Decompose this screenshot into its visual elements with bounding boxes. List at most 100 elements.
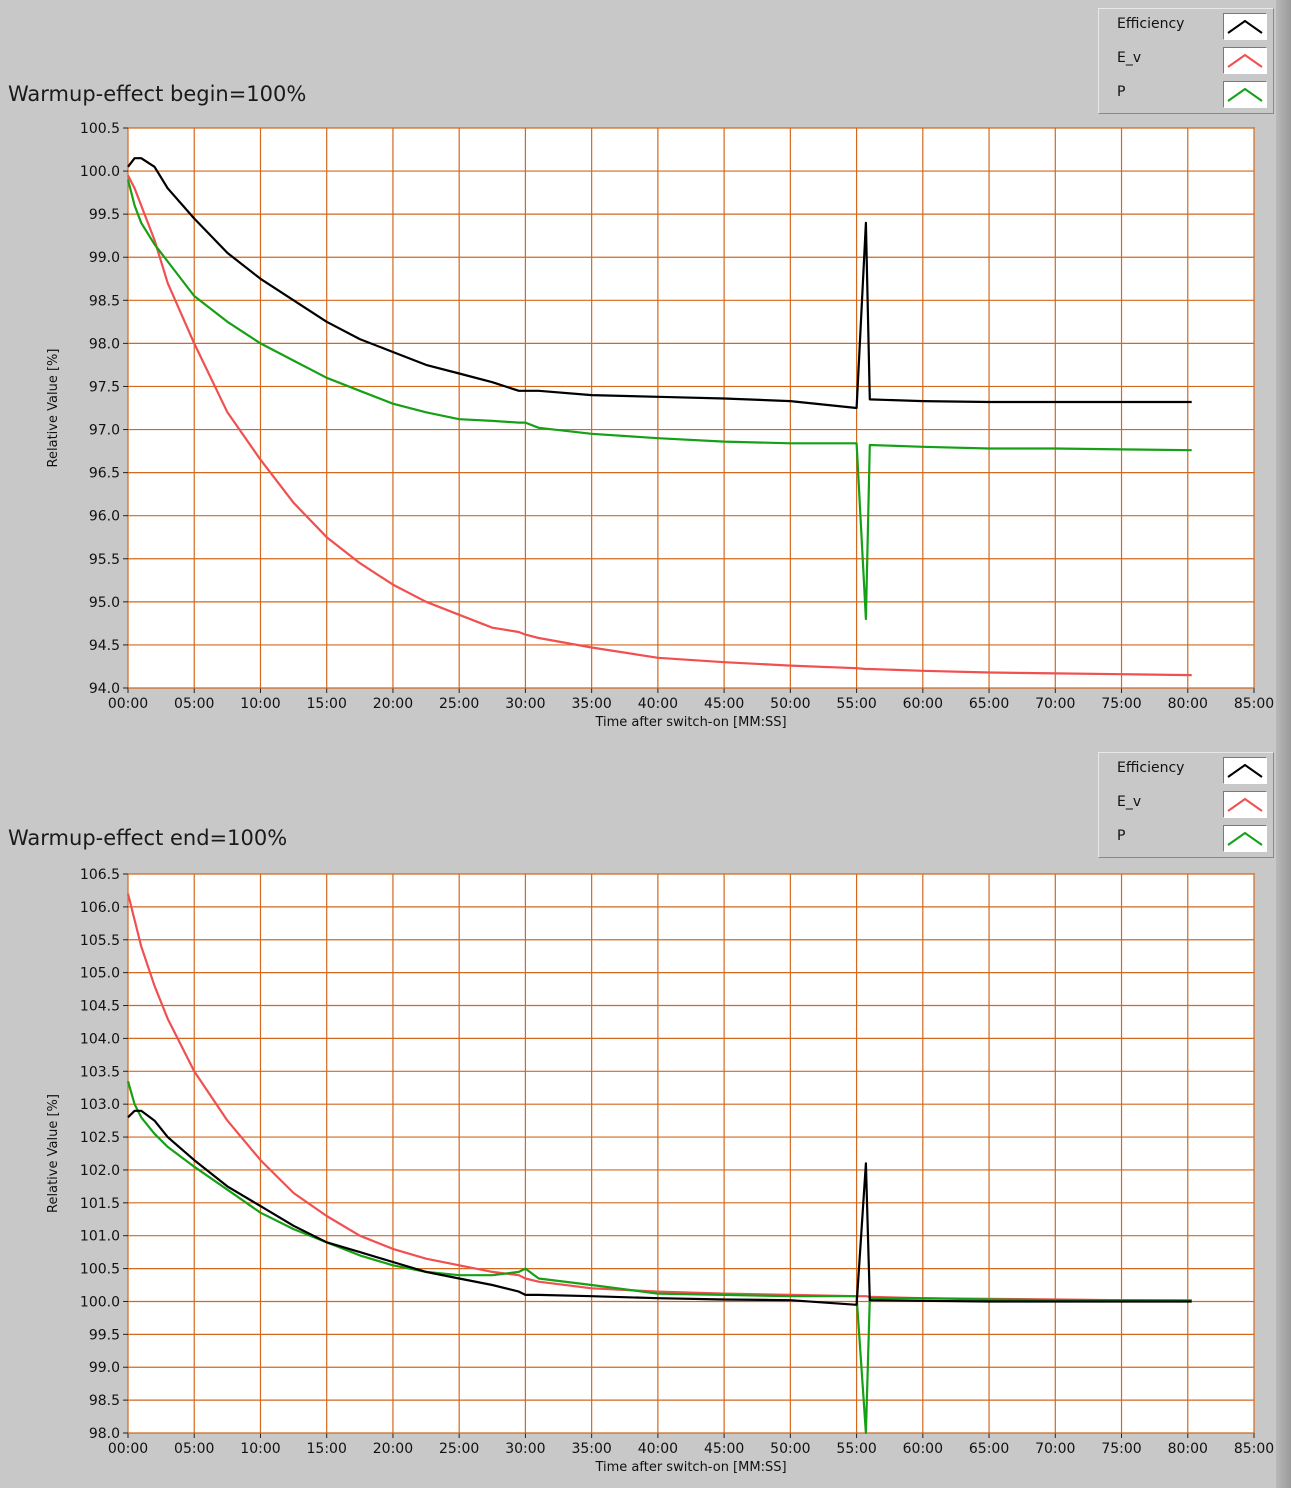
legend-item-p[interactable]: P (1099, 821, 1273, 855)
x-tick-label: 75:00 (1101, 696, 1141, 712)
y-tick-label: 94.5 (89, 638, 120, 654)
y-tick-label: 99.5 (89, 207, 120, 223)
y-tick-label: 102.5 (80, 1130, 120, 1146)
y-tick-label: 96.0 (89, 509, 120, 525)
x-axis-title: Time after switch-on [MM:SS] (594, 715, 786, 730)
x-tick-label: 65:00 (969, 696, 1009, 712)
x-tick-label: 30:00 (505, 696, 545, 712)
legend-item-p[interactable]: P (1099, 77, 1273, 111)
legend-label: P (1117, 84, 1126, 100)
y-axis-title: Relative Value [%] (46, 349, 61, 468)
x-tick-label: 85:00 (1234, 696, 1274, 712)
x-tick-label: 55:00 (836, 696, 876, 712)
y-tick-label: 98.5 (89, 293, 120, 309)
legend-item-efficiency[interactable]: Efficiency (1099, 9, 1273, 43)
y-tick-label: 103.0 (80, 1097, 120, 1113)
x-tick-label: 50:00 (770, 1441, 810, 1457)
y-tick-label: 104.5 (80, 999, 120, 1015)
line-chart-end[interactable]: 00:00 05:00 10:00 15:00 20:00 25:00 30:00 35:00… (0, 750, 1276, 1488)
y-tick-label: 100.5 (80, 121, 120, 137)
y-tick-label: 106.5 (80, 867, 120, 883)
x-tick-label: 30:00 (505, 1441, 545, 1457)
legend-label: P (1117, 828, 1126, 844)
y-tick-label: 106.0 (80, 900, 120, 916)
y-tick-label: 95.0 (89, 595, 120, 611)
y-tick-label: 100.0 (80, 164, 120, 180)
y-axis-title: Relative Value [%] (46, 1094, 61, 1213)
x-tick-label: 40:00 (638, 696, 678, 712)
y-tick-label: 105.5 (80, 933, 120, 949)
y-tick-label: 99.5 (89, 1327, 120, 1343)
x-tick-label: 00:00 (108, 1441, 148, 1457)
x-tick-label: 80:00 (1168, 1441, 1208, 1457)
x-tick-label: 45:00 (704, 696, 744, 712)
series-line-e-v (127, 174, 1192, 677)
x-tick-label: 35:00 (571, 1441, 611, 1457)
wave-peak-icon (1223, 825, 1267, 852)
y-tick-label: 96.5 (89, 466, 120, 482)
y-tick-label: 101.0 (80, 1229, 120, 1245)
y-tick-label: 99.0 (89, 250, 120, 266)
x-tick-label: 70:00 (1035, 696, 1075, 712)
plot-area (127, 127, 1255, 689)
legend-label: E_v (1117, 794, 1142, 810)
wave-peak-icon (1223, 791, 1267, 818)
plot-legend[interactable]: Efficiency E_v P (1098, 8, 1274, 114)
wave-peak-icon (1223, 81, 1267, 108)
legend-label: Efficiency (1117, 760, 1185, 776)
legend-label: E_v (1117, 50, 1142, 66)
chart-panel-begin: Warmup-effect begin=100% Efficiency E_v … (0, 0, 1276, 750)
y-tick-label: 98.5 (89, 1393, 120, 1409)
x-tick-label: 70:00 (1035, 1441, 1075, 1457)
x-tick-label: 65:00 (969, 1441, 1009, 1457)
x-tick-label: 25:00 (439, 1441, 479, 1457)
legend-item-e-v[interactable]: E_v (1099, 787, 1273, 821)
y-tick-label: 105.0 (80, 966, 120, 982)
series-line-efficiency (127, 157, 1192, 410)
chart-title: Warmup-effect begin=100% (8, 82, 307, 106)
window-scroll-rail (1276, 0, 1291, 1488)
y-tick-label: 98.0 (89, 336, 120, 352)
x-tick-label: 00:00 (108, 696, 148, 712)
y-tick-label: 94.0 (89, 681, 120, 697)
x-tick-label: 10:00 (240, 696, 280, 712)
y-tick-label: 103.5 (80, 1064, 120, 1080)
wave-peak-icon (1223, 47, 1267, 74)
x-tick-label: 25:00 (439, 696, 479, 712)
x-tick-label: 80:00 (1168, 696, 1208, 712)
plot-legend[interactable]: Efficiency E_v P (1098, 752, 1274, 858)
x-tick-label: 60:00 (903, 696, 943, 712)
x-tick-label: 85:00 (1234, 1441, 1274, 1457)
plot-area (127, 873, 1255, 1434)
x-tick-label: 60:00 (903, 1441, 943, 1457)
y-tick-label: 101.5 (80, 1196, 120, 1212)
chart-title: Warmup-effect end=100% (8, 826, 288, 850)
legend-item-e-v[interactable]: E_v (1099, 43, 1273, 77)
x-tick-label: 20:00 (373, 696, 413, 712)
x-tick-label: 15:00 (307, 1441, 347, 1457)
x-tick-label: 40:00 (638, 1441, 678, 1457)
x-tick-label: 15:00 (307, 696, 347, 712)
y-tick-label: 100.0 (80, 1294, 120, 1310)
x-tick-label: 05:00 (174, 1441, 214, 1457)
x-tick-label: 20:00 (373, 1441, 413, 1457)
chart-panel-end: Warmup-effect end=100% Efficiency E_v P … (0, 750, 1291, 1488)
line-chart-begin[interactable]: 00:00 05:00 10:00 15:00 20:00 25:00 30:00 35:00… (0, 0, 1276, 750)
wave-peak-icon (1223, 13, 1267, 40)
y-tick-label: 102.0 (80, 1163, 120, 1179)
y-tick-label: 97.5 (89, 379, 120, 395)
x-tick-label: 55:00 (836, 1441, 876, 1457)
y-tick-label: 100.5 (80, 1262, 120, 1278)
y-tick-label: 97.0 (89, 423, 120, 439)
wave-peak-icon (1223, 757, 1267, 784)
x-tick-label: 05:00 (174, 696, 214, 712)
series-line-efficiency (127, 1109, 1192, 1306)
x-tick-label: 75:00 (1101, 1441, 1141, 1457)
y-tick-label: 98.0 (89, 1426, 120, 1442)
x-tick-label: 35:00 (571, 696, 611, 712)
x-tick-label: 45:00 (704, 1441, 744, 1457)
x-tick-label: 50:00 (770, 696, 810, 712)
y-tick-label: 104.0 (80, 1031, 120, 1047)
legend-item-efficiency[interactable]: Efficiency (1099, 753, 1273, 787)
y-tick-label: 99.0 (89, 1360, 120, 1376)
